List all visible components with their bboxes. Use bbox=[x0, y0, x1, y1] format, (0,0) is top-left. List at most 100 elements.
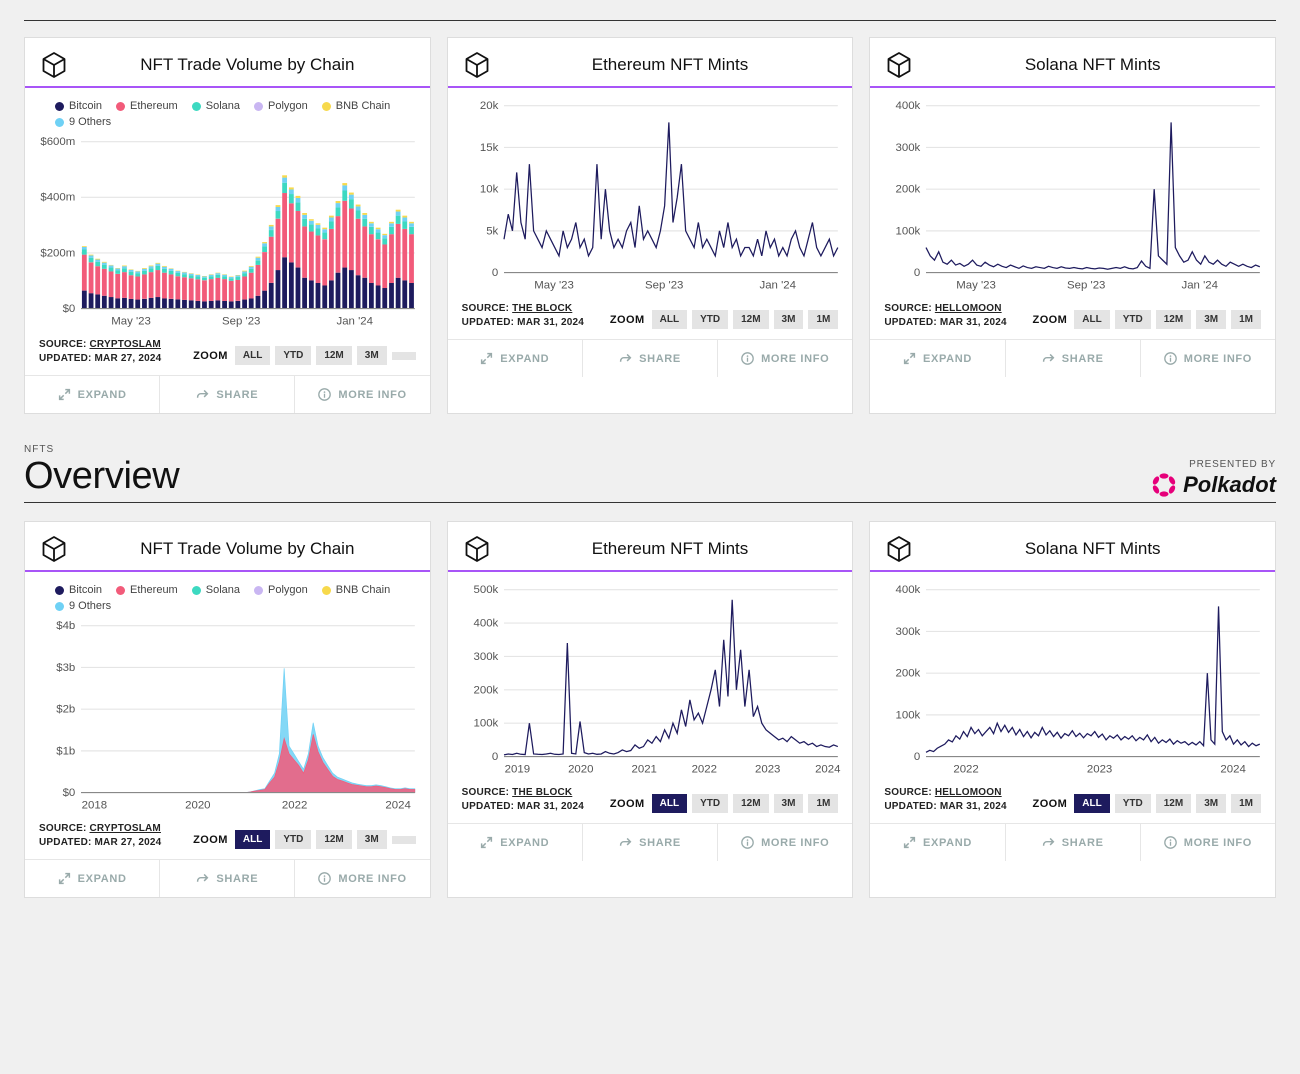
card-accent bbox=[870, 570, 1275, 572]
zoom-btn-12M[interactable]: 12M bbox=[733, 794, 768, 813]
zoom-label: ZOOM bbox=[610, 314, 645, 326]
more-info-button[interactable]: MORE INFO bbox=[718, 340, 852, 377]
svg-text:2023: 2023 bbox=[755, 764, 780, 776]
more-info-button[interactable]: MORE INFO bbox=[718, 824, 852, 861]
zoom-btn-12M[interactable]: 12M bbox=[1156, 794, 1191, 813]
zoom-btn-3M[interactable]: 3M bbox=[1196, 794, 1226, 813]
zoom-btn-12M[interactable]: 12M bbox=[316, 346, 351, 365]
chart-area[interactable]: 0100k200k300k400k202220232024 bbox=[870, 578, 1275, 778]
source-link[interactable]: CRYPTOSLAM bbox=[90, 339, 161, 350]
chart-area[interactable]: 05k10k15k20kMay '23Sep '23Jan '24 bbox=[448, 94, 853, 294]
share-button[interactable]: SHARE bbox=[160, 376, 295, 413]
svg-text:0: 0 bbox=[914, 751, 920, 763]
source-info: SOURCE: HELLOMOONUPDATED: MAR 31, 2024 bbox=[884, 302, 1006, 329]
chart-area[interactable]: $0$1b$2b$3b$4b2018202020222024 bbox=[25, 614, 430, 814]
source-link[interactable]: THE BLOCK bbox=[512, 303, 572, 314]
source-link[interactable]: THE BLOCK bbox=[512, 787, 572, 798]
cube-icon bbox=[39, 50, 69, 80]
expand-button[interactable]: EXPAND bbox=[448, 340, 583, 377]
zoom-btn-YTD[interactable]: YTD bbox=[692, 310, 728, 329]
zoom-btn-12M[interactable]: 12M bbox=[1156, 310, 1191, 329]
expand-button[interactable]: EXPAND bbox=[870, 340, 1005, 377]
share-button[interactable]: SHARE bbox=[160, 860, 295, 897]
svg-text:2022: 2022 bbox=[691, 764, 716, 776]
card-accent bbox=[448, 570, 853, 572]
share-button[interactable]: SHARE bbox=[1006, 340, 1141, 377]
source-link[interactable]: CRYPTOSLAM bbox=[90, 823, 161, 834]
zoom-btn-blank[interactable] bbox=[392, 352, 416, 360]
zoom-btn-3M[interactable]: 3M bbox=[774, 310, 804, 329]
chart-area[interactable]: $0$200m$400m$600mMay '23Sep '23Jan '24 bbox=[25, 130, 430, 330]
share-button[interactable]: SHARE bbox=[1006, 824, 1141, 861]
top-divider bbox=[24, 20, 1276, 21]
zoom-btn-1M[interactable]: 1M bbox=[1231, 794, 1261, 813]
svg-text:2020: 2020 bbox=[185, 800, 210, 812]
zoom-btn-ALL[interactable]: ALL bbox=[652, 310, 687, 329]
share-button[interactable]: SHARE bbox=[583, 824, 718, 861]
legend-item: Bitcoin bbox=[55, 584, 102, 596]
area-chart: $0$1b$2b$3b$4b2018202020222024 bbox=[33, 618, 422, 814]
legend-item: 9 Others bbox=[55, 116, 111, 128]
zoom-btn-ALL[interactable]: ALL bbox=[1074, 794, 1109, 813]
zoom-btn-3M[interactable]: 3M bbox=[774, 794, 804, 813]
svg-text:2023: 2023 bbox=[1087, 764, 1112, 776]
share-button[interactable]: SHARE bbox=[583, 340, 718, 377]
svg-text:20k: 20k bbox=[480, 100, 499, 112]
svg-text:0: 0 bbox=[492, 267, 498, 279]
svg-text:Sep '23: Sep '23 bbox=[1067, 280, 1105, 292]
zoom-btn-ALL[interactable]: ALL bbox=[1074, 310, 1109, 329]
source-info: SOURCE: HELLOMOONUPDATED: MAR 31, 2024 bbox=[884, 786, 1006, 813]
more-info-button[interactable]: MORE INFO bbox=[1141, 824, 1275, 861]
source-link[interactable]: HELLOMOON bbox=[935, 787, 1002, 798]
zoom-btn-YTD[interactable]: YTD bbox=[1115, 310, 1151, 329]
zoom-btn-3M[interactable]: 3M bbox=[1196, 310, 1226, 329]
legend-item: Solana bbox=[192, 100, 240, 112]
chart-card-solall: Solana NFT Mints 0100k200k300k400k202220… bbox=[869, 521, 1276, 898]
svg-text:$1b: $1b bbox=[56, 745, 75, 757]
more-info-button[interactable]: MORE INFO bbox=[1141, 340, 1275, 377]
chart-card-sol12m: Solana NFT Mints 0100k200k300k400kMay '2… bbox=[869, 37, 1276, 414]
chart-card-eth12m: Ethereum NFT Mints 05k10k15k20kMay '23Se… bbox=[447, 37, 854, 414]
zoom-btn-blank[interactable] bbox=[392, 836, 416, 844]
card-actions: EXPAND SHARE MORE INFO bbox=[25, 859, 430, 897]
polkadot-text: Polkadot bbox=[1183, 472, 1276, 498]
zoom-btn-YTD[interactable]: YTD bbox=[275, 830, 311, 849]
line-chart: 0100k200k300k400k202220232024 bbox=[878, 582, 1267, 778]
svg-text:2022: 2022 bbox=[282, 800, 307, 812]
svg-text:300k: 300k bbox=[896, 626, 921, 638]
source-link[interactable]: HELLOMOON bbox=[935, 303, 1002, 314]
chart-area[interactable]: 0100k200k300k400k500k2019202020212022202… bbox=[448, 578, 853, 778]
legend-item: BNB Chain bbox=[322, 584, 390, 596]
zoom-btn-1M[interactable]: 1M bbox=[808, 310, 838, 329]
zoom-btn-1M[interactable]: 1M bbox=[1231, 310, 1261, 329]
zoom-btn-12M[interactable]: 12M bbox=[316, 830, 351, 849]
card-title: Ethereum NFT Mints bbox=[502, 55, 839, 75]
zoom-btn-YTD[interactable]: YTD bbox=[275, 346, 311, 365]
polkadot-icon bbox=[1151, 472, 1177, 498]
svg-text:May '23: May '23 bbox=[957, 280, 997, 292]
zoom-btn-3M[interactable]: 3M bbox=[357, 830, 387, 849]
expand-button[interactable]: EXPAND bbox=[870, 824, 1005, 861]
zoom-btn-ALL[interactable]: ALL bbox=[652, 794, 687, 813]
more-info-button[interactable]: MORE INFO bbox=[295, 860, 429, 897]
svg-text:400k: 400k bbox=[896, 100, 921, 112]
more-info-button[interactable]: MORE INFO bbox=[295, 376, 429, 413]
card-actions: EXPAND SHARE MORE INFO bbox=[870, 339, 1275, 377]
expand-button[interactable]: EXPAND bbox=[25, 860, 160, 897]
expand-button[interactable]: EXPAND bbox=[25, 376, 160, 413]
zoom-btn-YTD[interactable]: YTD bbox=[692, 794, 728, 813]
zoom-btn-3M[interactable]: 3M bbox=[357, 346, 387, 365]
chart-area[interactable]: 0100k200k300k400kMay '23Sep '23Jan '24 bbox=[870, 94, 1275, 294]
polkadot-logo[interactable]: Polkadot bbox=[1151, 472, 1276, 498]
expand-button[interactable]: EXPAND bbox=[448, 824, 583, 861]
stacked-bar-chart: $0$200m$400m$600mMay '23Sep '23Jan '24 bbox=[33, 134, 422, 330]
zoom-btn-12M[interactable]: 12M bbox=[733, 310, 768, 329]
card-title: NFT Trade Volume by Chain bbox=[79, 539, 416, 559]
legend-item: Polygon bbox=[254, 584, 308, 596]
zoom-btn-1M[interactable]: 1M bbox=[808, 794, 838, 813]
zoom-btn-ALL[interactable]: ALL bbox=[235, 346, 270, 365]
chart-card-volall: NFT Trade Volume by Chain BitcoinEthereu… bbox=[24, 521, 431, 898]
card-title: Solana NFT Mints bbox=[924, 539, 1261, 559]
zoom-btn-YTD[interactable]: YTD bbox=[1115, 794, 1151, 813]
zoom-btn-ALL[interactable]: ALL bbox=[235, 830, 270, 849]
